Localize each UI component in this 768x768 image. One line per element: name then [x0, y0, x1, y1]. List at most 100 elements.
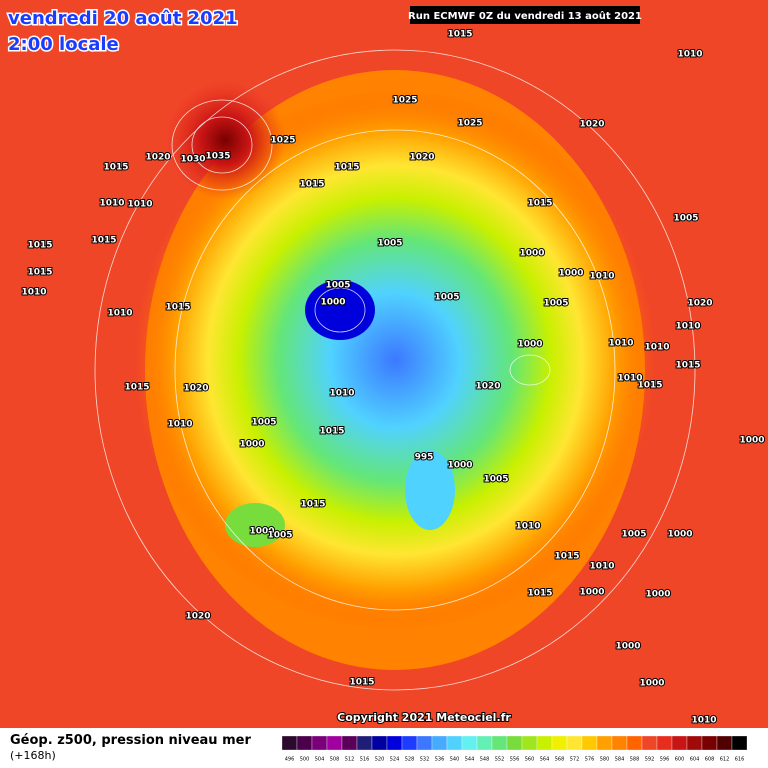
- isobar-label: 1000: [519, 249, 544, 259]
- isobar-label: 1015: [91, 236, 116, 246]
- isobar-label: 1015: [334, 163, 359, 173]
- legend-swatch: [581, 735, 598, 751]
- legend-level: 520: [375, 757, 385, 763]
- isobar-label: 1020: [145, 153, 170, 163]
- isobar-label: 1000: [667, 530, 692, 540]
- isobar-label: 1000: [558, 269, 583, 279]
- legend-level: 508: [330, 757, 340, 763]
- legend-swatch: [386, 735, 403, 751]
- legend-level: 552: [495, 757, 505, 763]
- run-info: Run ECMWF 0Z du vendredi 13 août 2021: [408, 10, 642, 22]
- copyright: Copyright 2021 Meteociel.fr: [337, 711, 511, 724]
- isobar-label: 1000: [639, 679, 664, 689]
- legend-swatch: [536, 735, 553, 751]
- legend-level: 512: [345, 757, 355, 763]
- legend-level: 592: [645, 757, 655, 763]
- isobar-label: 1000: [739, 436, 764, 446]
- legend-swatch: [656, 735, 673, 751]
- legend-swatch: [596, 735, 613, 751]
- isobar-label: 1010: [617, 374, 642, 384]
- isobar-label: 1000: [447, 461, 472, 471]
- legend-swatch: [401, 735, 418, 751]
- legend-swatch: [296, 735, 313, 751]
- isobar-label: 1015: [675, 361, 700, 371]
- isobar-label: 1010: [644, 343, 669, 353]
- isobar-label: 1005: [434, 293, 459, 303]
- isobar-label: 1020: [579, 120, 604, 130]
- isobar-label: 1035: [205, 152, 230, 162]
- isobar-label: 1000: [579, 588, 604, 598]
- isobar-label: 1015: [527, 199, 552, 209]
- legend-level: 496: [285, 757, 295, 763]
- legend-swatch: [626, 735, 643, 751]
- isobar-label: 1015: [637, 381, 662, 391]
- legend-swatch: [521, 735, 538, 751]
- legend-level: 588: [630, 757, 640, 763]
- field: [135, 90, 655, 630]
- legend-swatch: [506, 735, 523, 751]
- isobar-label: 1010: [99, 199, 124, 209]
- legend-swatch: [356, 735, 373, 751]
- legend-level: 556: [510, 757, 520, 763]
- legend-level: 608: [705, 757, 715, 763]
- time: 2:00 locale: [8, 34, 119, 55]
- isobar-label: 1015: [299, 180, 324, 190]
- isobar-label: 1000: [615, 642, 640, 652]
- isobar-label: 1025: [457, 119, 482, 129]
- high: [165, 80, 285, 200]
- isobar-label: 1010: [127, 200, 152, 210]
- isobar-label: 1010: [589, 272, 614, 282]
- legend-swatch: [281, 735, 298, 751]
- legend-level: 544: [465, 757, 475, 763]
- isobar-label: 1020: [475, 382, 500, 392]
- legend-swatch: [716, 735, 733, 751]
- legend-level: 532: [420, 757, 430, 763]
- isobar-label: 1030: [180, 155, 205, 165]
- isobar-label: 1010: [329, 389, 354, 399]
- isobar-label: 1015: [527, 589, 552, 599]
- isobar-label: 1005: [483, 475, 508, 485]
- legend-level: 548: [480, 757, 490, 763]
- isobar-label: 1005: [673, 214, 698, 224]
- isobar-label: 1010: [691, 716, 716, 726]
- legend-swatch: [611, 735, 628, 751]
- isobar-label: 1020: [409, 153, 434, 163]
- legend-level: 528: [405, 757, 415, 763]
- isobar-label: 1015: [319, 427, 344, 437]
- isobar-label: 1025: [270, 136, 295, 146]
- isobar-label: 1005: [543, 299, 568, 309]
- isobar-label: 1010: [608, 339, 633, 349]
- legend-level: 572: [570, 757, 580, 763]
- isobar-label: 1005: [325, 281, 350, 291]
- legend-swatch: [446, 735, 463, 751]
- legend-swatch: [476, 735, 493, 751]
- low: [225, 503, 285, 547]
- legend-swatch: [551, 735, 568, 751]
- isobar-label: 1005: [377, 239, 402, 249]
- isobar-label: 1010: [589, 562, 614, 572]
- legend-swatch: [371, 735, 388, 751]
- legend-level: 580: [600, 757, 610, 763]
- legend-swatch: [671, 735, 688, 751]
- legend-level: 600: [675, 757, 685, 763]
- isobar-label: 1015: [349, 678, 374, 688]
- legend-level: 516: [360, 757, 370, 763]
- legend-level: 604: [690, 757, 700, 763]
- isobar-label: 1005: [267, 531, 292, 541]
- legend-swatch: [461, 735, 478, 751]
- isobar-label: 1010: [677, 50, 702, 60]
- legend-swatch: [491, 735, 508, 751]
- isobar-label: 1010: [21, 288, 46, 298]
- legend-swatch: [431, 735, 448, 751]
- legend-level: 568: [555, 757, 565, 763]
- legend-title: Géop. z500, pression niveau mer: [10, 733, 251, 748]
- isobar-label: 1025: [392, 96, 417, 106]
- legend-level: 576: [585, 757, 595, 763]
- legend-swatch: [341, 735, 358, 751]
- isobar-label: 1020: [687, 299, 712, 309]
- isobar-label: 1020: [185, 612, 210, 622]
- isobar-label: 1000: [645, 590, 670, 600]
- low: [405, 450, 455, 530]
- isobar-label: 1015: [300, 500, 325, 510]
